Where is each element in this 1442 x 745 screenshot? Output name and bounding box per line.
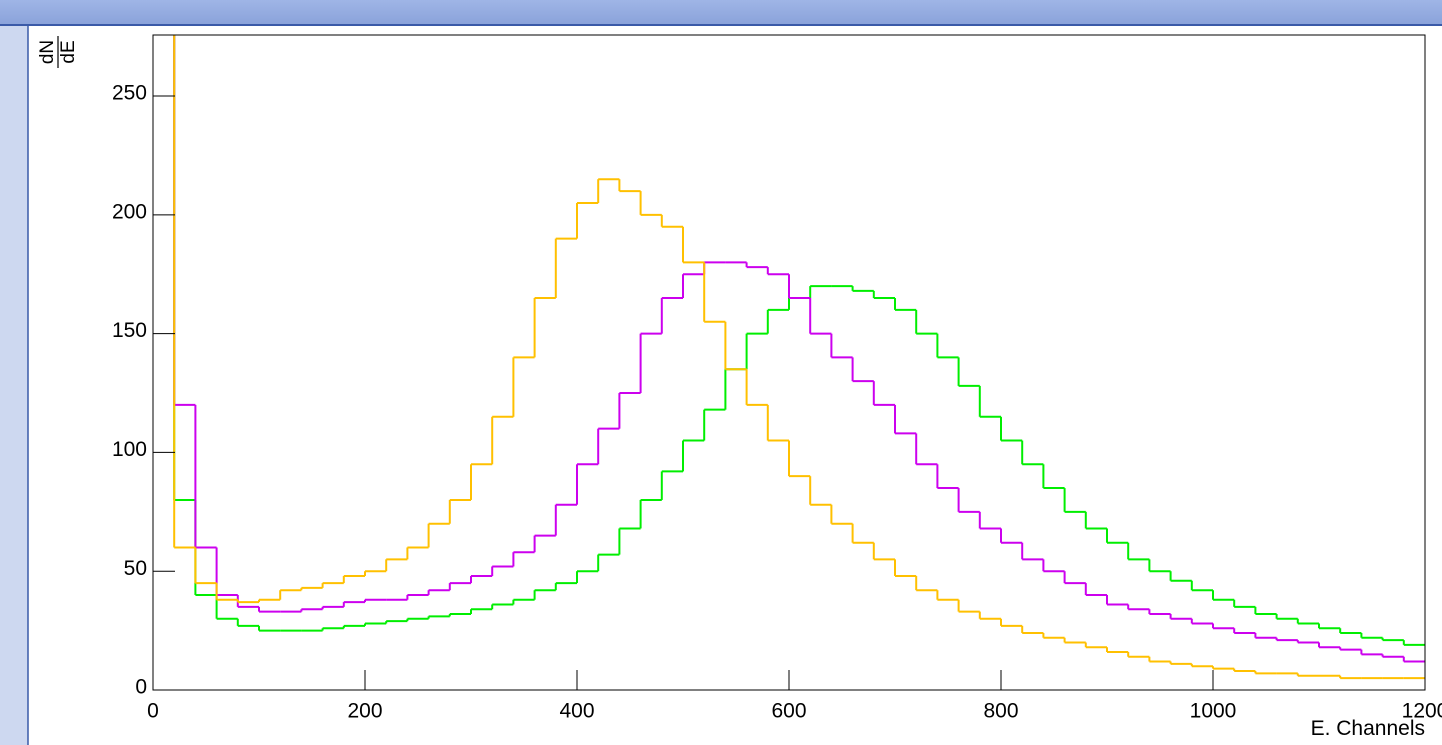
- y-label-denominator: dE: [58, 40, 79, 63]
- y-label-numerator: dN: [37, 40, 58, 64]
- side-strip: [0, 26, 28, 745]
- x-tick-label: 0: [147, 700, 159, 723]
- x-tick-label: 600: [771, 700, 806, 723]
- x-tick-label: 1200: [1402, 700, 1442, 723]
- y-tick-label: 250: [112, 82, 147, 105]
- plot-area: [173, 35, 1425, 680]
- x-tick-label: 1000: [1190, 700, 1237, 723]
- x-tick-label: 800: [983, 700, 1018, 723]
- y-axis-label: dN dE: [37, 36, 79, 68]
- x-tick-label: 400: [559, 700, 594, 723]
- y-tick-label: 0: [135, 676, 147, 699]
- x-axis-label: E. Channels: [1311, 717, 1425, 740]
- title-bar: [0, 0, 1442, 25]
- y-tick-label: 150: [112, 319, 147, 342]
- y-tick-label: 100: [112, 438, 147, 461]
- y-tick-label: 50: [124, 557, 147, 580]
- x-tick-label: 200: [347, 700, 382, 723]
- y-tick-label: 200: [112, 200, 147, 223]
